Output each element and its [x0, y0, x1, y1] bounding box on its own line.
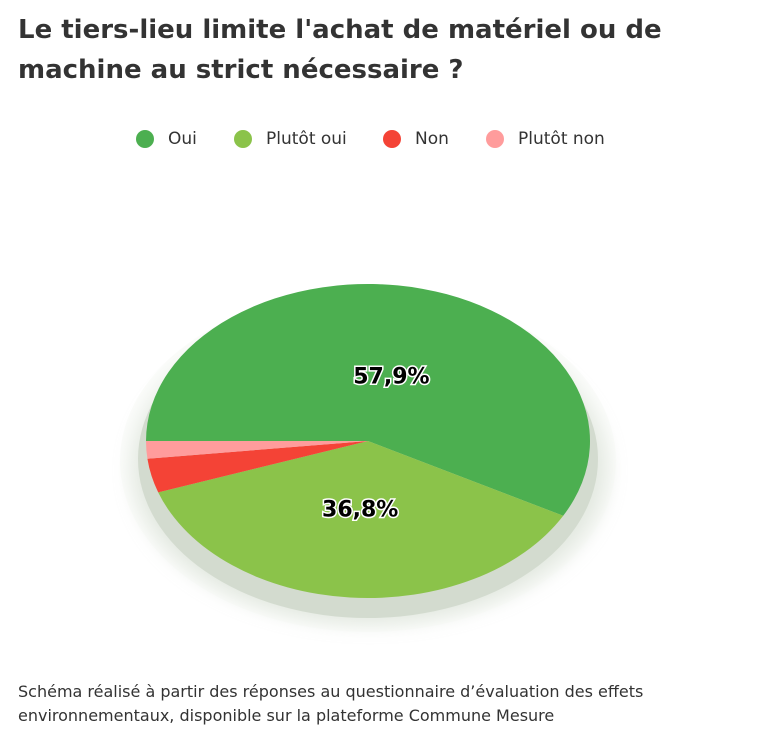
- legend-item-plutot-non[interactable]: Plutôt non: [486, 126, 605, 152]
- chart-title: Le tiers-lieu limite l'achat de matériel…: [18, 15, 662, 85]
- legend-label: Plutôt oui: [266, 129, 347, 149]
- pie-slice-non[interactable]: [147, 441, 368, 493]
- legend-label: Oui: [168, 129, 197, 149]
- pie-chart: 57,9% 36,8%: [120, 284, 616, 632]
- legend-label: Plutôt non: [518, 129, 605, 149]
- pie-slice-plut-t-oui[interactable]: [158, 441, 564, 598]
- legend-swatch-icon: [383, 130, 401, 148]
- chart-legend: Oui Plutôt oui Non Plutôt non: [0, 126, 760, 152]
- chart-caption: Schéma réalisé à partir des réponses au …: [18, 682, 644, 725]
- legend-item-plutot-oui[interactable]: Plutôt oui: [234, 126, 347, 152]
- pie-slice-oui[interactable]: [146, 284, 591, 516]
- legend-swatch-icon: [234, 130, 252, 148]
- legend-swatch-icon: [136, 130, 154, 148]
- legend-item-oui[interactable]: Oui: [136, 126, 197, 152]
- pie-slice-plut-t-non[interactable]: [146, 441, 368, 459]
- data-label: 57,9%: [353, 365, 429, 390]
- legend-label: Non: [415, 129, 449, 149]
- data-label: 36,8%: [322, 497, 398, 522]
- legend-swatch-icon: [486, 130, 504, 148]
- legend-item-non[interactable]: Non: [383, 126, 449, 152]
